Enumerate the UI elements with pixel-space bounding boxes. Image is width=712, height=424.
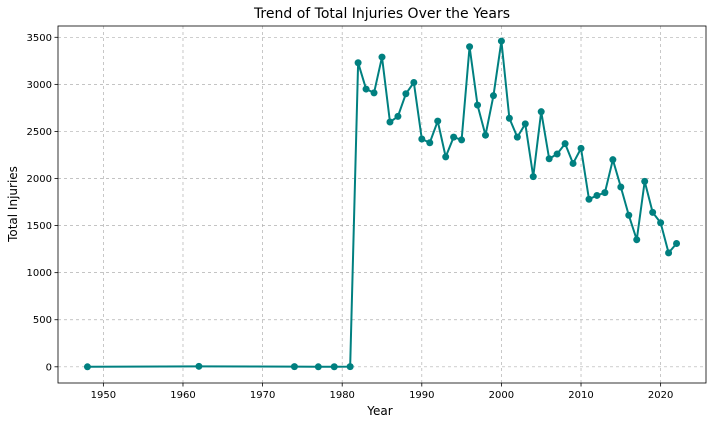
data-point xyxy=(442,153,450,161)
data-point xyxy=(609,156,617,164)
x-tick-label: 2010 xyxy=(568,390,593,401)
data-point xyxy=(593,191,601,199)
x-tick-label: 1960 xyxy=(170,390,195,401)
y-tick-label: 3000 xyxy=(27,80,52,91)
data-point xyxy=(561,140,569,148)
x-tick-label: 1990 xyxy=(409,390,434,401)
chart-title: Trend of Total Injuries Over the Years xyxy=(253,6,510,22)
data-point xyxy=(553,150,561,158)
data-point xyxy=(314,363,322,371)
y-tick-label: 2500 xyxy=(27,127,52,138)
data-point xyxy=(545,155,553,163)
x-tick-label: 2000 xyxy=(489,390,514,401)
grid-lines xyxy=(58,26,706,383)
data-point xyxy=(370,89,378,97)
y-tick-label: 500 xyxy=(33,315,52,326)
y-tick-label: 1500 xyxy=(27,221,52,232)
data-point xyxy=(649,208,657,216)
data-point xyxy=(434,117,442,125)
axis-ticks: 1950 1960 1970 1980 1990 2000 2010 2020 0 500 1000… xyxy=(27,33,674,401)
y-tick-label: 2000 xyxy=(27,174,52,185)
data-point xyxy=(394,112,402,120)
data-point xyxy=(466,43,474,51)
data-point xyxy=(346,363,354,371)
data-point xyxy=(569,159,577,167)
data-point xyxy=(426,139,434,147)
x-tick-label: 1980 xyxy=(329,390,354,401)
x-axis-label: Year xyxy=(366,404,392,418)
data-point xyxy=(402,90,410,98)
data-point xyxy=(195,362,203,370)
data-point xyxy=(673,239,681,247)
data-point xyxy=(625,211,633,219)
plot-frame xyxy=(57,25,707,384)
data-point xyxy=(489,92,497,100)
data-point xyxy=(83,363,91,371)
data-point xyxy=(641,177,649,185)
data-point xyxy=(513,133,521,141)
y-axis-label: Total Injuries xyxy=(6,166,20,243)
data-point xyxy=(521,120,529,128)
series-group xyxy=(83,37,681,371)
y-tick-label: 3500 xyxy=(27,33,52,44)
data-point xyxy=(330,363,338,371)
data-point xyxy=(378,53,386,61)
x-tick-label: 2020 xyxy=(648,390,673,401)
data-point xyxy=(474,101,482,109)
data-point xyxy=(505,114,513,122)
data-point xyxy=(481,131,489,139)
data-point xyxy=(354,59,362,67)
y-tick-label: 1000 xyxy=(27,268,52,279)
data-point xyxy=(497,37,505,45)
data-point xyxy=(410,78,418,86)
x-tick-label: 1970 xyxy=(250,390,275,401)
data-point xyxy=(577,144,585,152)
data-point xyxy=(537,108,545,116)
data-point xyxy=(418,135,426,143)
y-tick-label: 0 xyxy=(46,362,52,373)
data-point xyxy=(290,363,298,371)
data-point xyxy=(657,219,665,227)
data-point xyxy=(617,183,625,191)
series-line xyxy=(87,40,678,368)
data-point xyxy=(633,236,641,244)
data-point xyxy=(386,118,394,126)
data-point xyxy=(601,189,609,197)
data-point xyxy=(362,85,370,93)
x-tick-label: 1950 xyxy=(91,390,116,401)
data-point xyxy=(529,173,537,181)
data-point xyxy=(450,133,458,141)
data-point xyxy=(665,249,673,257)
data-point xyxy=(585,195,593,203)
data-point xyxy=(458,136,466,144)
